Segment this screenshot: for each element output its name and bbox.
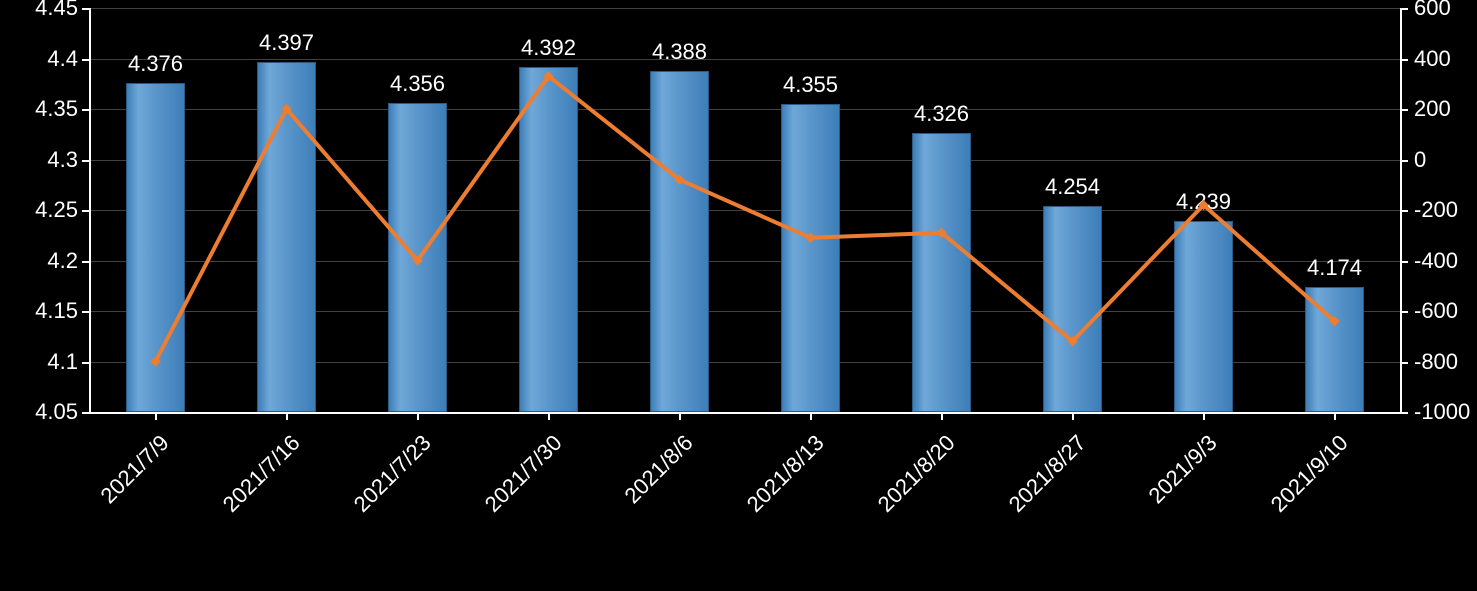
combo-chart: 4.054.14.154.24.254.34.354.44.45-1000-80…: [0, 0, 1477, 591]
line-series: [0, 0, 1477, 591]
